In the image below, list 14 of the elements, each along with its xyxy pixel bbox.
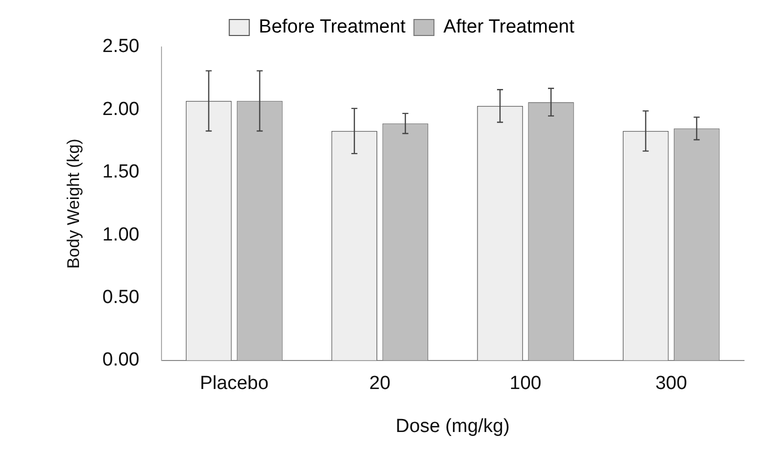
x-tick-label: 100 xyxy=(510,373,542,394)
x-tick-label: 300 xyxy=(655,373,688,394)
y-tick-label: 2.50 xyxy=(102,36,140,58)
y-axis-title: Body Weight (kg) xyxy=(64,138,83,269)
legend-label: After Treatment xyxy=(443,16,576,38)
y-tick-label: 1.50 xyxy=(102,162,140,183)
y-tick-label: 1.00 xyxy=(102,224,140,246)
x-tick-label: 20 xyxy=(369,373,390,394)
x-axis-title: Dose (mg/kg) xyxy=(396,416,510,437)
y-tick-label: 2.00 xyxy=(102,98,140,120)
legend-label: Before Treatment xyxy=(258,16,406,38)
y-tick-label: 0.50 xyxy=(102,286,140,308)
x-tick-label: Placebo xyxy=(200,373,269,394)
y-tick-label: 0.00 xyxy=(102,350,140,371)
